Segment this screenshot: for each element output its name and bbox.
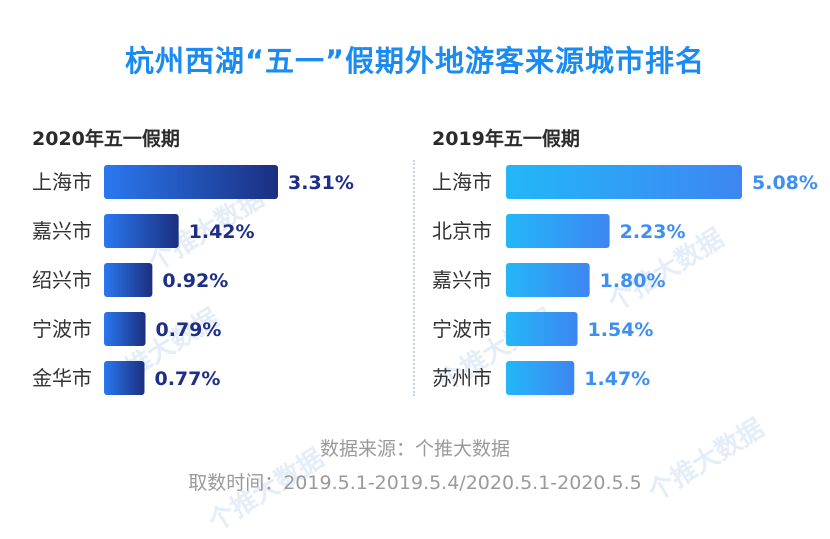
bar bbox=[506, 263, 590, 297]
chart-2019: 上海市 5.08% 北京市 2.23% 嘉兴市 1.80% 宁波市 1.54% 苏州市 1.47% bbox=[432, 165, 818, 395]
data-source: 数据来源：个推大数据 bbox=[319, 438, 510, 460]
category-label: 北京市 bbox=[432, 219, 492, 243]
value-label: 0.77% bbox=[154, 368, 220, 390]
value-label: 2.23% bbox=[620, 221, 686, 243]
category-label: 绍兴市 bbox=[32, 268, 92, 292]
bar bbox=[104, 214, 179, 248]
category-label: 嘉兴市 bbox=[432, 268, 492, 292]
category-label: 宁波市 bbox=[32, 317, 92, 341]
data-period: 取数时间：2019.5.1-2019.5.4/2020.5.1-2020.5.5 bbox=[188, 472, 642, 494]
category-label: 苏州市 bbox=[432, 366, 492, 390]
bar bbox=[506, 214, 610, 248]
value-label: 3.31% bbox=[288, 172, 354, 194]
value-label: 1.47% bbox=[584, 368, 650, 390]
chart-2020: 上海市 3.31% 嘉兴市 1.42% 绍兴市 0.92% 宁波市 0.79% 金华市 0.77% bbox=[32, 165, 354, 395]
bar bbox=[506, 361, 575, 395]
value-label: 1.42% bbox=[189, 221, 255, 243]
chart-title-2019: 2019年五一假期 bbox=[432, 128, 580, 150]
bar bbox=[104, 165, 278, 199]
value-label: 0.79% bbox=[156, 319, 222, 341]
panel-divider bbox=[413, 160, 415, 396]
category-label: 宁波市 bbox=[432, 317, 492, 341]
value-label: 5.08% bbox=[752, 172, 818, 194]
category-label: 上海市 bbox=[432, 170, 492, 194]
bar bbox=[506, 312, 578, 346]
bar bbox=[104, 263, 153, 297]
bar bbox=[506, 165, 742, 199]
bar bbox=[104, 312, 146, 346]
bar bbox=[104, 361, 145, 395]
category-label: 嘉兴市 bbox=[32, 219, 92, 243]
ranking-charts: 上海市 3.31% 嘉兴市 1.42% 绍兴市 0.92% 宁波市 0.79% 金华市 0.77%… bbox=[32, 165, 818, 395]
chart-title-2020: 2020年五一假期 bbox=[32, 128, 180, 150]
page-title: 杭州西湖“五一”假期外地游客来源城市排名 bbox=[124, 44, 706, 78]
category-label: 金华市 bbox=[32, 366, 92, 390]
value-label: 1.80% bbox=[600, 270, 666, 292]
category-label: 上海市 bbox=[32, 170, 92, 194]
value-label: 1.54% bbox=[588, 319, 654, 341]
value-label: 0.92% bbox=[162, 270, 228, 292]
